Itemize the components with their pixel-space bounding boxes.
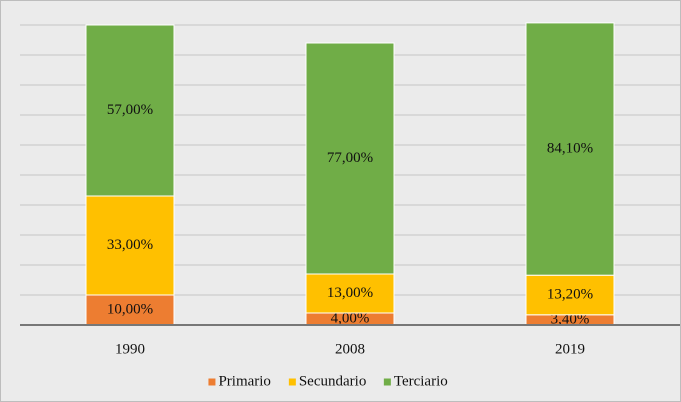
data-label: 10,00%: [107, 301, 153, 317]
bar-segment: [85, 294, 175, 326]
legend-label: Secundario: [299, 373, 366, 389]
bar-segment: [85, 24, 175, 197]
data-label: 13,20%: [547, 286, 593, 302]
data-label: 4,00%: [331, 310, 370, 326]
legend-swatch: [383, 378, 391, 386]
legend-label: Primario: [218, 373, 271, 389]
data-label: 84,10%: [547, 140, 593, 156]
legend-label: Terciario: [394, 373, 448, 389]
data-label: 57,00%: [107, 102, 153, 118]
data-label: 33,00%: [107, 237, 153, 253]
data-label: 77,00%: [327, 150, 373, 166]
data-label: 13,00%: [327, 285, 373, 301]
x-tick-label: 2008: [335, 341, 365, 357]
legend-swatch: [208, 378, 216, 386]
bar-segment: [305, 273, 395, 314]
data-label: 3,40%: [551, 311, 590, 327]
bar-segment: [85, 195, 175, 296]
x-tick-label: 2019: [555, 341, 585, 357]
bar-segment: [305, 42, 395, 275]
bar-segment: [525, 274, 615, 316]
bar-segment: [525, 22, 615, 276]
legend-swatch: [288, 378, 296, 386]
x-tick-label: 1990: [115, 341, 145, 357]
